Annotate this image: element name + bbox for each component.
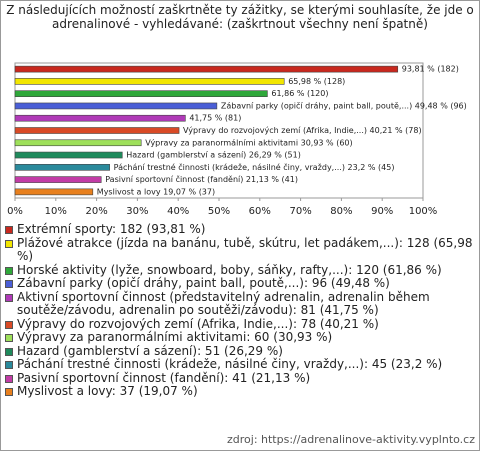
bar	[14, 164, 110, 171]
legend-item: Pasivní sportovní činnost (fandění): 41 …	[5, 370, 475, 386]
legend-label: Myslivost a lovy: 37 (19,07 %)	[17, 384, 198, 398]
x-tick-label: 80%	[330, 206, 352, 217]
x-tick-label: 100%	[409, 206, 438, 217]
bar	[14, 114, 186, 122]
bar	[14, 65, 399, 73]
legend-swatch	[5, 266, 13, 275]
legend-label: Pasivní sportovní činnost (fandění): 41 …	[17, 370, 311, 385]
legend-swatch	[5, 361, 13, 369]
legend-label: Plážové atrakce (jízda na banánu, tubě, …	[17, 235, 473, 263]
bar	[14, 188, 94, 196]
legend-label: Extrémní sporty: 182 (93,81 %)	[17, 222, 206, 236]
bar	[14, 176, 102, 183]
x-tick-label: 40%	[167, 206, 189, 217]
legend-swatch	[5, 226, 13, 234]
data-label: 65,98 % (128)	[288, 77, 345, 86]
legend-item: Zábavní parky (opičí dráhy, paint ball, …	[5, 276, 475, 291]
legend-item: Myslivost a lovy: 37 (19,07 %)	[5, 384, 475, 399]
legend-label: Aktivní sportovní činnost (představiteln…	[17, 289, 430, 317]
legend: Extrémní sporty: 182 (93,81 %) Plážové at…	[5, 222, 475, 399]
bar	[14, 127, 180, 134]
x-tick-label: 60%	[249, 206, 271, 217]
legend-item: Aktivní sportovní činnost (představiteln…	[5, 289, 475, 318]
legend-swatch	[5, 293, 13, 302]
legend-item: Výpravy za paranormálními aktivitami: 60…	[5, 330, 475, 345]
legend-swatch	[5, 334, 13, 342]
legend-swatch	[5, 388, 13, 396]
data-label: 61,86 % (120)	[271, 89, 328, 98]
data-label: Výpravy do rozvojových zemí (Afrika, Ind…	[183, 126, 422, 135]
bar	[14, 78, 285, 85]
legend-label: Výpravy za paranormálními aktivitami: 60…	[17, 330, 333, 344]
legend-item: Hazard (gamblerství a sázení): 51 (26,29…	[5, 343, 475, 359]
x-tick-label: 20%	[85, 206, 107, 217]
legend-swatch	[5, 239, 13, 248]
legend-label: Hazard (gamblerství a sázení): 51 (26,29…	[17, 343, 283, 358]
x-tick-label: 90%	[371, 206, 393, 217]
legend-label: Páchání trestné činnosti (krádeže, násil…	[17, 357, 443, 371]
x-tick-label: 70%	[289, 206, 311, 217]
x-tick-label: 10%	[45, 206, 67, 217]
legend-item: Páchání trestné činnosti (krádeže, násil…	[5, 357, 475, 372]
legend-label: Výpravy do rozvojových zemí (Afrika, Ind…	[17, 316, 379, 331]
data-label: Myslivost a lovy 19,07 % (37)	[97, 187, 215, 196]
legend-swatch	[5, 320, 13, 329]
plot: 0% 10% 20% 30% 40% 50% 60% 70% 80% 90% 100% 93,81 %…	[7, 62, 467, 217]
legend-item: Výpravy do rozvojových zemí (Afrika, Ind…	[5, 316, 475, 332]
data-label: 93,81 % (182)	[402, 65, 459, 74]
data-label: Pasivní sportovní činnost (fandění) 21,1…	[105, 174, 298, 184]
x-tick-label: 0%	[7, 206, 23, 217]
bar	[14, 139, 142, 147]
source: zdroj: https://adrenalinove-aktivity.vyp…	[227, 433, 475, 446]
legend-label: Zábavní parky (opičí dráhy, paint ball, …	[17, 276, 390, 290]
x-tick-label: 30%	[126, 206, 148, 217]
data-label: 41,75 % (81)	[189, 114, 241, 123]
legend-item: Extrémní sporty: 182 (93,81 %)	[5, 222, 475, 237]
data-label: Páchání trestné činnosti (krádeže, násil…	[114, 162, 395, 172]
legend-swatch	[5, 280, 13, 288]
legend-label: Horské aktivity (lyže, snowboard, boby, …	[17, 262, 442, 277]
bar	[14, 151, 123, 159]
legend-swatch	[5, 347, 13, 356]
data-label: Výpravy za paranormálními aktivitami 30,…	[145, 138, 352, 147]
chart-title: Z následujících možností zaškrtněte ty z…	[6, 3, 474, 31]
legend-item: Plážové atrakce (jízda na banánu, tubě, …	[5, 235, 475, 264]
bar	[14, 102, 218, 110]
data-label: Zábavní parky (opičí dráhy, paint ball, …	[221, 100, 467, 110]
x-tick-label: 50%	[208, 206, 230, 217]
bar	[14, 90, 268, 97]
legend-item: Horské aktivity (lyže, snowboard, boby, …	[5, 262, 475, 278]
legend-swatch	[5, 374, 13, 383]
data-label: Hazard (gamblerství a sázení) 26,29 % (5…	[126, 151, 301, 160]
